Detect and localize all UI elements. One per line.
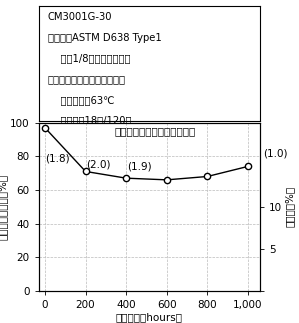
Text: 厚剥1/8英寸、初期绝干: 厚剥1/8英寸、初期绝干 xyxy=(48,54,130,64)
Y-axis label: 伸长率（%）: 伸长率（%） xyxy=(285,186,295,227)
Text: CM3001G-30: CM3001G-30 xyxy=(48,12,112,22)
Text: 注：（）内的数据表示吸水率: 注：（）内的数据表示吸水率 xyxy=(114,126,195,136)
Text: (1.0): (1.0) xyxy=(263,148,288,158)
Y-axis label: 拉伸强度保持率（%）: 拉伸强度保持率（%） xyxy=(0,174,7,240)
Text: (1.9): (1.9) xyxy=(127,162,151,172)
Text: 照射条件：阳光耔气候试验筱: 照射条件：阳光耔气候试验筱 xyxy=(48,74,126,84)
Text: 黑面板温度63℃: 黑面板温度63℃ xyxy=(48,95,114,105)
Text: (2.0): (2.0) xyxy=(86,160,111,170)
Text: (1.8): (1.8) xyxy=(45,153,70,163)
Text: 试验片：ASTM D638 Type1: 试验片：ASTM D638 Type1 xyxy=(48,33,161,43)
Text: 降雨周期18分/120分: 降雨周期18分/120分 xyxy=(48,115,131,125)
X-axis label: 照射时间（hours）: 照射时间（hours） xyxy=(116,313,183,322)
